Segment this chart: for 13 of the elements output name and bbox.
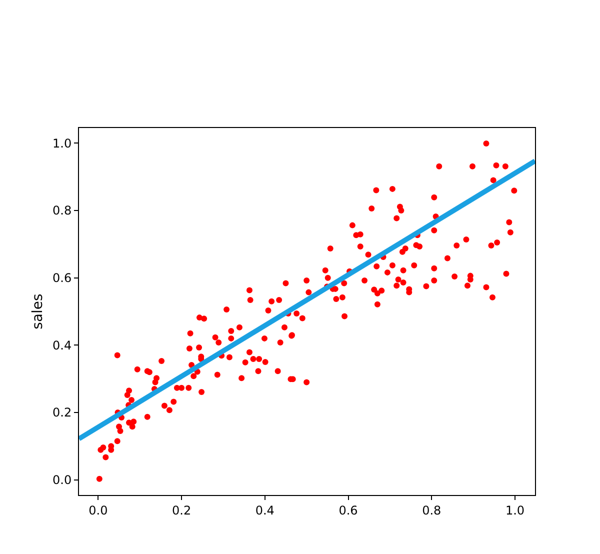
x-tick-label: 1.0 — [505, 503, 525, 518]
y-tick-label: 0.4 — [52, 338, 72, 352]
y-tick-label: 1.0 — [52, 136, 72, 150]
y-axis-title: sales — [30, 294, 46, 330]
x-tick-label: 0.6 — [338, 503, 358, 518]
y-tick-label: 0.8 — [52, 204, 72, 218]
y-tick-label: 0.6 — [52, 271, 72, 286]
x-tick-label: 0.8 — [422, 503, 442, 518]
y-tick-label: 0.0 — [52, 473, 72, 488]
y-tick-label: 0.2 — [52, 406, 72, 420]
x-tick-label: 0.4 — [255, 503, 274, 518]
x-tick-label: 0.2 — [172, 503, 192, 518]
x-tick-label: 0.0 — [88, 503, 108, 518]
